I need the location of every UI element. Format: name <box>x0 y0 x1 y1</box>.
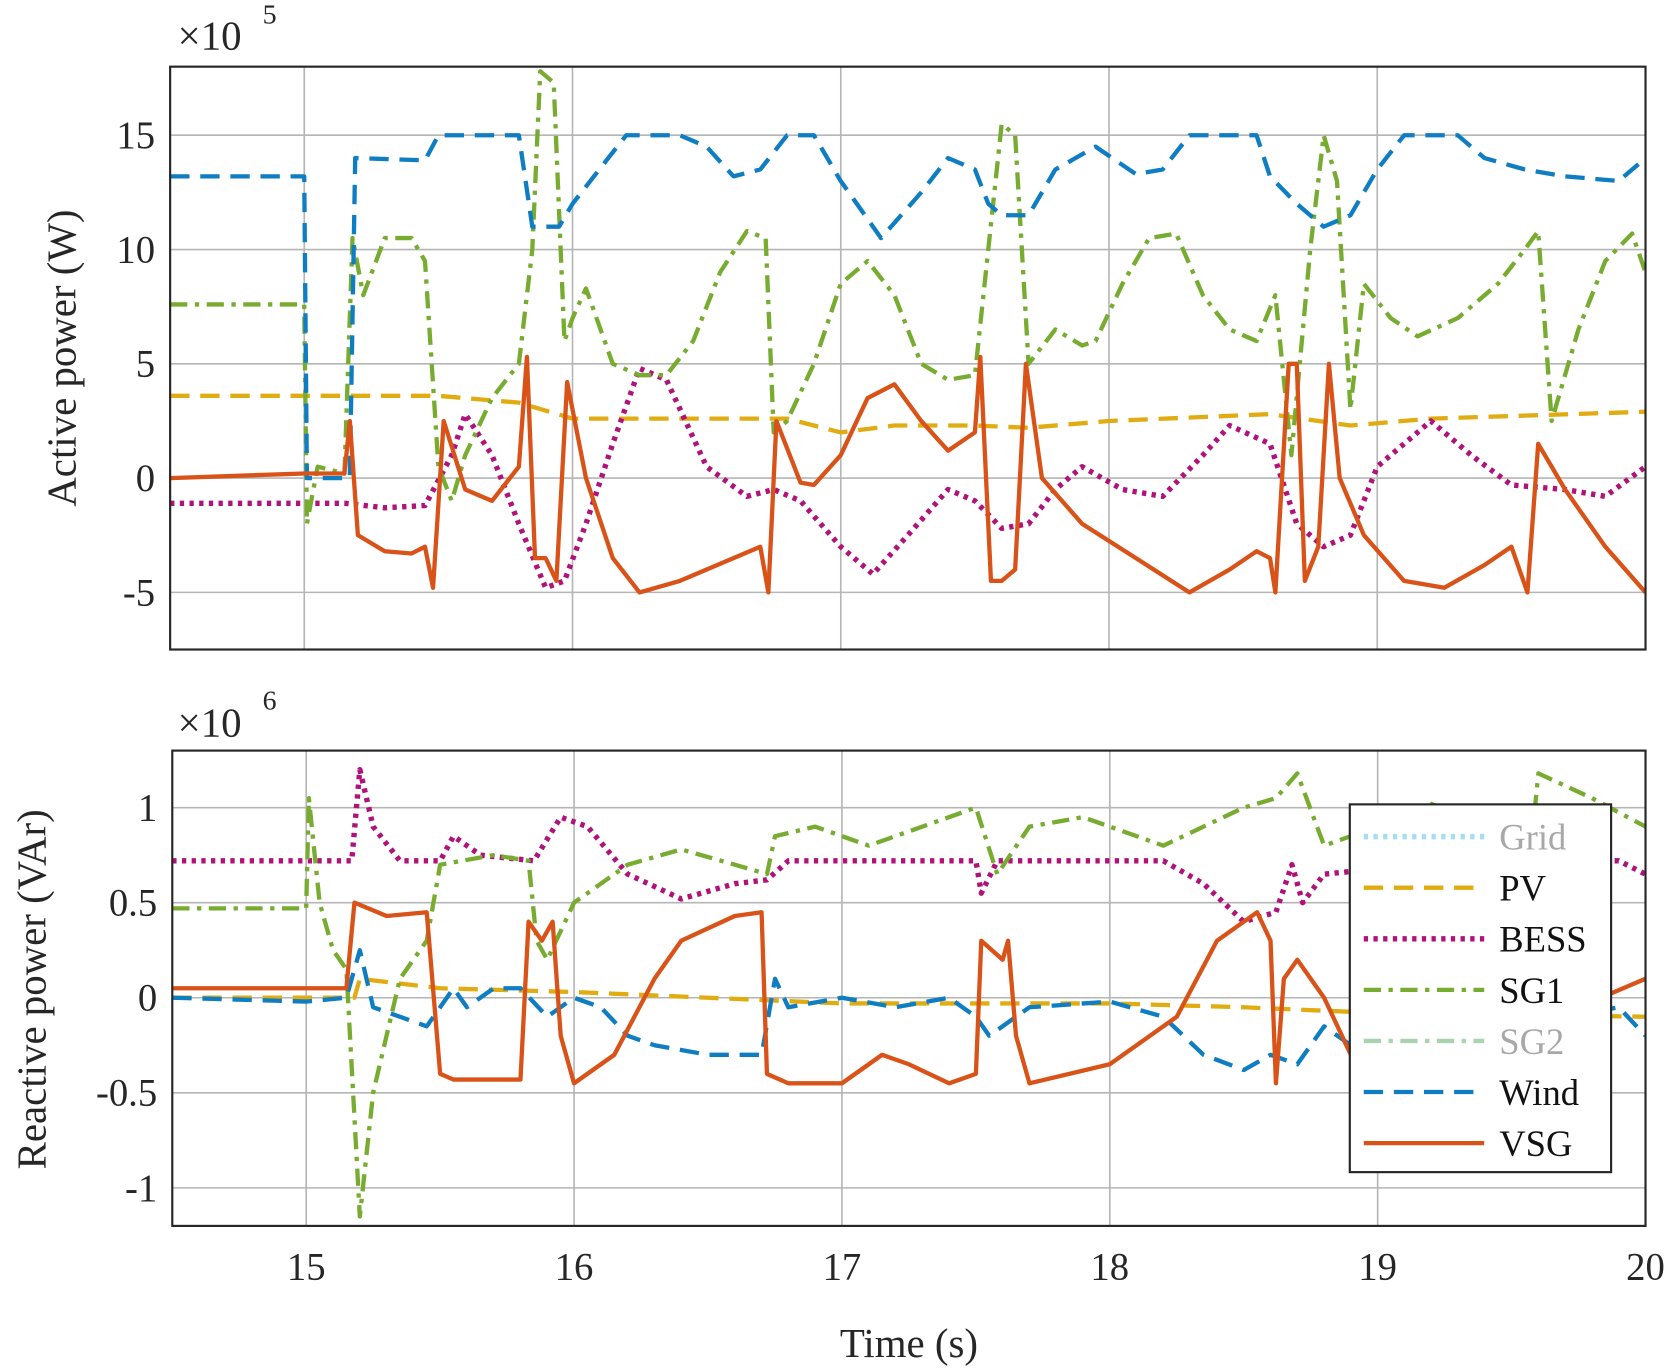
legend-label: Grid <box>1499 817 1566 858</box>
x-tick-label: 17 <box>823 1247 862 1289</box>
y-tick-label: -5 <box>123 572 155 614</box>
legend-label: PV <box>1499 868 1546 909</box>
y-axis-label: Active power (W) <box>39 209 84 506</box>
x-tick-label: 18 <box>1090 1247 1129 1289</box>
active-power-axes: -5 0 5 10 15 ×10 5 Active power (W) <box>39 0 1647 651</box>
series-line-sg1 <box>170 69 1646 526</box>
series-line-vsg <box>170 354 1646 595</box>
x-tick-label: 20 <box>1626 1247 1665 1289</box>
y-tick-label: 15 <box>116 115 155 157</box>
y-tick-labels: -1 -0.5 0 0.5 1 <box>96 788 157 1210</box>
y-tick-label: -0.5 <box>96 1073 157 1115</box>
legend-entry-grid: Grid <box>1363 817 1566 858</box>
legend-label: VSG <box>1499 1123 1572 1164</box>
series-line-pv <box>172 976 1646 1019</box>
legend: Grid PV BESS SG1 SG2 Wind VSG <box>1348 803 1613 1174</box>
plot-area <box>170 66 1646 650</box>
y-tick-labels: -5 0 5 10 15 <box>116 115 155 614</box>
legend-label: SG1 <box>1499 970 1564 1011</box>
legend-entry-bess: BESS <box>1363 919 1587 960</box>
series-line-pv <box>170 393 1646 435</box>
x-tick-label: 15 <box>287 1247 326 1289</box>
series-line-vsg <box>172 900 1646 1086</box>
y-tick-label: -1 <box>125 1168 157 1210</box>
series-line-bess <box>172 766 1646 925</box>
legend-label: BESS <box>1499 919 1586 960</box>
axes-box <box>171 749 1647 1227</box>
x-tick-label: 16 <box>555 1247 594 1289</box>
legend-entry-vsg: VSG <box>1363 1123 1572 1164</box>
legend-entry-wind: Wind <box>1363 1072 1579 1113</box>
legend-label: Wind <box>1499 1072 1579 1113</box>
y-exponent-power: 5 <box>263 0 277 31</box>
y-tick-label: 0 <box>136 458 155 500</box>
y-tick-label: 0.5 <box>109 883 157 925</box>
legend-label: SG2 <box>1499 1021 1564 1062</box>
series-lines <box>170 69 1646 595</box>
x-tick-label: 19 <box>1358 1247 1397 1289</box>
y-exponent-base: ×10 <box>178 701 242 746</box>
reactive-power-axes: -1 -0.5 0 0.5 1 15 16 17 18 19 20 ×10 6 Reactive … <box>9 686 1664 1366</box>
series-line-wind <box>172 948 1646 1073</box>
legend-entry-sg2: SG2 <box>1363 1021 1564 1062</box>
y-exponent-power: 6 <box>263 686 277 717</box>
y-axis-label: Reactive power (VAr) <box>9 809 54 1169</box>
y-tick-label: 0 <box>138 978 157 1020</box>
legend-entry-sg1: SG1 <box>1363 970 1564 1011</box>
y-exponent-base: ×10 <box>178 13 242 58</box>
y-tick-label: 1 <box>138 788 157 830</box>
series-line-bess <box>170 365 1646 591</box>
legend-entry-pv: PV <box>1363 868 1546 909</box>
y-tick-label: 10 <box>116 229 155 271</box>
y-tick-label: 5 <box>136 344 155 386</box>
series-line-wind <box>170 133 1646 481</box>
x-tick-labels: 15 16 17 18 19 20 <box>287 1247 1665 1289</box>
axes-box <box>169 65 1647 651</box>
x-axis-label: Time (s) <box>840 1321 978 1366</box>
